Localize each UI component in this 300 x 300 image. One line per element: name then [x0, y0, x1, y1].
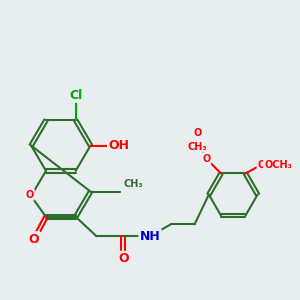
Text: O: O: [29, 233, 39, 246]
Text: O: O: [26, 190, 34, 200]
Text: OCH₃: OCH₃: [264, 160, 292, 170]
Text: OH: OH: [108, 139, 129, 152]
Text: O: O: [193, 128, 201, 138]
Text: O: O: [29, 233, 39, 246]
Text: O: O: [258, 160, 266, 170]
Text: NH: NH: [140, 230, 160, 243]
Text: CH₃: CH₃: [123, 178, 143, 189]
Text: Cl: Cl: [69, 88, 82, 101]
Text: O: O: [118, 252, 129, 265]
Text: O
CH₃: O CH₃: [188, 130, 207, 152]
Text: O: O: [202, 154, 210, 164]
